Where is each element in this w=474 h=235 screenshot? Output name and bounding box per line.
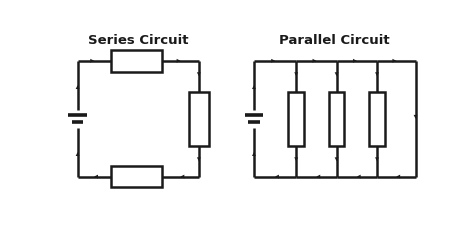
Bar <box>110 50 162 72</box>
Bar <box>110 166 162 188</box>
Text: Series Circuit: Series Circuit <box>88 34 189 47</box>
Bar <box>328 91 345 146</box>
Bar <box>189 91 209 146</box>
Bar <box>369 91 385 146</box>
Bar <box>288 91 304 146</box>
Text: Parallel Circuit: Parallel Circuit <box>279 34 389 47</box>
